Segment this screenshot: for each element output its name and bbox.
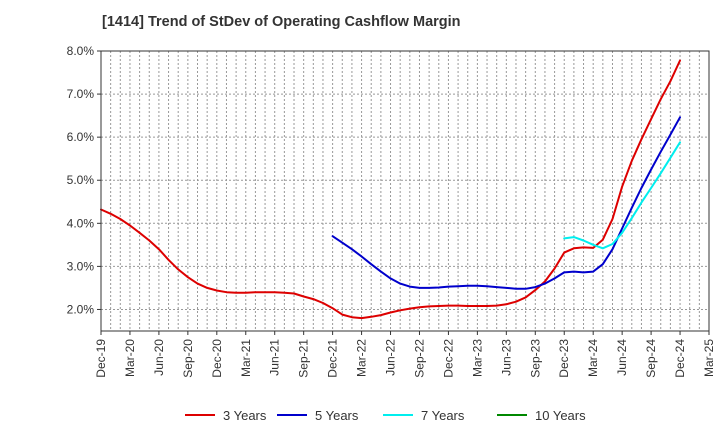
- x-tick-label: Sep-23: [528, 339, 542, 378]
- x-tick-label: Mar-25: [702, 339, 716, 377]
- y-tick-label: 5.0%: [67, 173, 95, 187]
- plot-frame: [100, 50, 710, 332]
- series-line-3-years: [100, 59, 681, 320]
- x-tick-label: Jun-21: [268, 339, 282, 376]
- x-tick-label: Jun-24: [615, 339, 629, 376]
- y-tick-label: 7.0%: [67, 87, 95, 101]
- x-tick-label: Jun-22: [384, 339, 398, 376]
- x-tick-label: Mar-21: [239, 339, 253, 377]
- x-tick-label: Jun-23: [499, 339, 513, 376]
- x-tick-label: Dec-19: [94, 339, 108, 378]
- x-tick-label: Jun-20: [152, 339, 166, 376]
- legend: 3 Years 5 Years 7 Years 10 Years: [185, 408, 586, 423]
- legend-label-3-years: 3 Years: [223, 408, 267, 423]
- series-line-7-years: [563, 141, 681, 250]
- plot-background: [101, 51, 709, 331]
- y-tick-label: 3.0%: [67, 259, 95, 273]
- x-tick-label: Sep-20: [181, 339, 195, 378]
- legend-label-5-years: 5 Years: [315, 408, 359, 423]
- y-tick-label: 8.0%: [67, 44, 95, 58]
- y-tick-label: 2.0%: [67, 302, 95, 316]
- series-lines: [100, 59, 681, 320]
- x-tick-label: Mar-22: [355, 339, 369, 377]
- chart-title: [1414] Trend of StDev of Operating Cashf…: [102, 14, 461, 30]
- y-axis-ticks: 2.0% 3.0% 4.0% 5.0% 6.0% 7.0% 8.0%: [67, 44, 101, 316]
- x-tick-label: Dec-20: [210, 339, 224, 378]
- x-axis-ticks: Dec-19 Mar-20 Jun-20 Sep-20 Dec-20 Mar-21 Jun-…: [94, 331, 716, 378]
- x-tick-label: Dec-21: [326, 339, 340, 378]
- x-tick-label: Dec-23: [557, 339, 571, 378]
- x-tick-label: Mar-24: [586, 339, 600, 377]
- series-line-5-years: [331, 116, 681, 290]
- x-tick-label: Dec-22: [441, 339, 455, 378]
- x-tick-label: Mar-20: [123, 339, 137, 377]
- y-tick-label: 4.0%: [67, 216, 95, 230]
- y-tick-label: 6.0%: [67, 130, 95, 144]
- grid-lines: [101, 50, 709, 331]
- legend-label-10-years: 10 Years: [535, 408, 586, 423]
- x-tick-label: Sep-22: [412, 339, 426, 378]
- x-tick-label: Sep-24: [644, 339, 658, 378]
- x-tick-label: Mar-23: [470, 339, 484, 377]
- legend-label-7-years: 7 Years: [421, 408, 465, 423]
- x-tick-label: Sep-21: [297, 339, 311, 378]
- x-tick-label: Dec-24: [673, 339, 687, 378]
